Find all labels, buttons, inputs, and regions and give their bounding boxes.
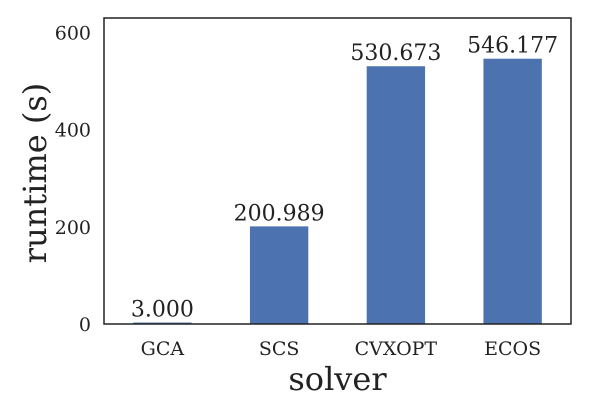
y-axis-label: runtime (s) xyxy=(16,83,54,263)
data-label-gca: 3.000 xyxy=(131,298,194,323)
x-tick-gca: GCA xyxy=(141,338,185,360)
x-tick-cvxopt: CVXOPT xyxy=(355,338,438,360)
bars-group xyxy=(133,58,542,325)
bar-scs xyxy=(249,226,309,324)
y-tick-200: 200 xyxy=(55,217,91,239)
y-tick-labels: 0 200 400 600 xyxy=(55,23,91,336)
data-labels-group: 3.000 200.989 530.673 546.177 xyxy=(131,34,558,323)
x-tick-scs: SCS xyxy=(259,338,300,360)
x-tick-ecos: ECOS xyxy=(484,338,541,360)
y-tick-400: 400 xyxy=(55,120,91,142)
x-tick-labels: GCA SCS CVXOPT ECOS xyxy=(141,338,541,360)
data-label-cvxopt: 530.673 xyxy=(350,41,441,66)
x-axis-label: solver xyxy=(288,360,387,398)
bar-ecos xyxy=(483,58,542,325)
data-label-scs: 200.989 xyxy=(234,201,325,226)
bar-cvxopt xyxy=(366,66,426,325)
y-tick-600: 600 xyxy=(55,23,91,45)
plot-frame xyxy=(103,17,572,325)
y-tick-0: 0 xyxy=(79,314,91,336)
data-label-ecos: 546.177 xyxy=(467,34,558,59)
